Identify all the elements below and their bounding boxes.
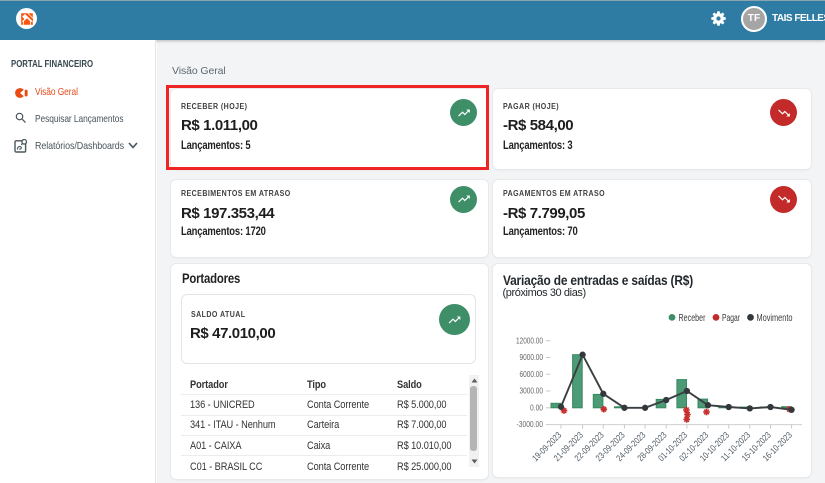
svg-text:12000.00: 12000.00 <box>516 336 543 345</box>
svg-text:6000.00: 6000.00 <box>520 370 544 379</box>
svg-text:Receber: Receber <box>679 313 706 324</box>
svg-text:9000.00: 9000.00 <box>520 353 544 362</box>
svg-text:3000.00: 3000.00 <box>520 387 544 396</box>
svg-text:Pagar: Pagar <box>722 313 740 324</box>
svg-text:-3000.00: -3000.00 <box>517 420 544 429</box>
svg-text:Movimento: Movimento <box>757 313 793 324</box>
svg-text:0.00: 0.00 <box>530 403 543 412</box>
